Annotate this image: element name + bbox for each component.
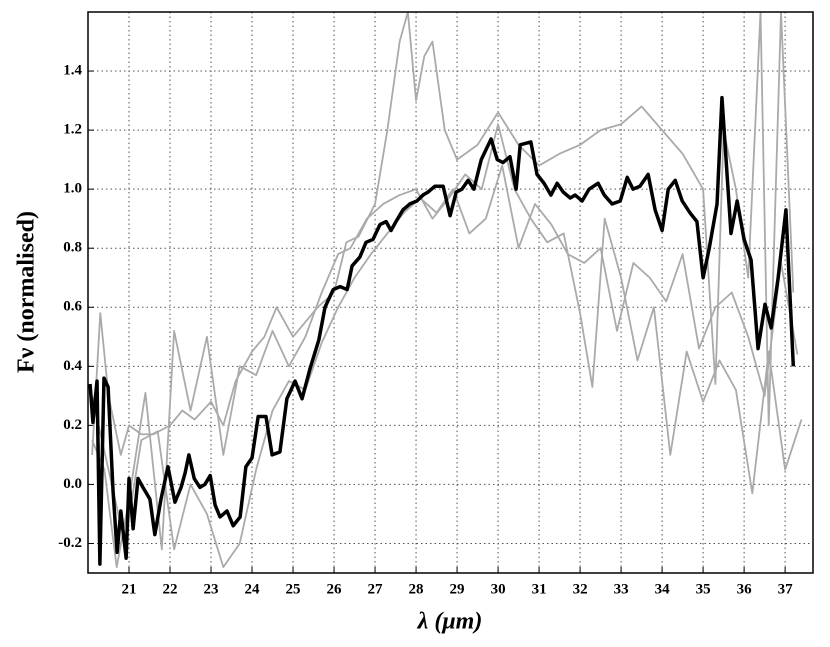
labels: 21 22 23 24 25 26 27 28 29 30 31 32 33 34 35 36 37 -0.2 0.…: [58, 62, 793, 597]
y-tick-label: 0.4: [63, 358, 82, 374]
x-tick-label: 32: [573, 581, 588, 597]
x-tick-label: 36: [737, 581, 753, 597]
plot-area: [88, 12, 803, 568]
x-tick-label: 26: [327, 581, 343, 597]
x-tick-label: 22: [163, 581, 178, 597]
x-tick-label: 24: [245, 581, 261, 597]
series-line: [88, 95, 796, 566]
grid: [88, 12, 813, 573]
x-tick-label: 37: [778, 581, 794, 597]
x-tick-label: 27: [368, 581, 384, 597]
x-tick-label: 33: [614, 581, 629, 597]
y-tick-label: 0.0: [63, 476, 82, 492]
x-tick-label: 30: [491, 581, 506, 597]
y-tick-label: 1.2: [63, 122, 82, 138]
x-tick-label: 34: [655, 581, 671, 597]
x-tick-label: 31: [532, 581, 547, 597]
y-tick-label: 0.6: [63, 299, 82, 315]
x-tick-label: 23: [204, 581, 219, 597]
y-tick-label: 0.2: [63, 417, 82, 433]
x-tick-label: 28: [409, 581, 424, 597]
x-tick-label: 21: [122, 581, 137, 597]
y-tick-label: 1.4: [63, 62, 82, 78]
x-tick-label: 25: [286, 581, 301, 597]
series-line: [91, 12, 795, 456]
plot-frame: [87, 11, 814, 574]
x-tick-label: 29: [450, 581, 465, 597]
y-tick-label: -0.2: [58, 535, 82, 551]
x-axis-title: λ (μm): [417, 609, 483, 635]
x-tick-label: 35: [696, 581, 711, 597]
y-tick-label: 0.8: [63, 240, 82, 256]
y-tick-label: 1.0: [63, 181, 82, 197]
series-line: [91, 164, 799, 568]
y-axis-title: Fν (normalised): [14, 211, 40, 373]
